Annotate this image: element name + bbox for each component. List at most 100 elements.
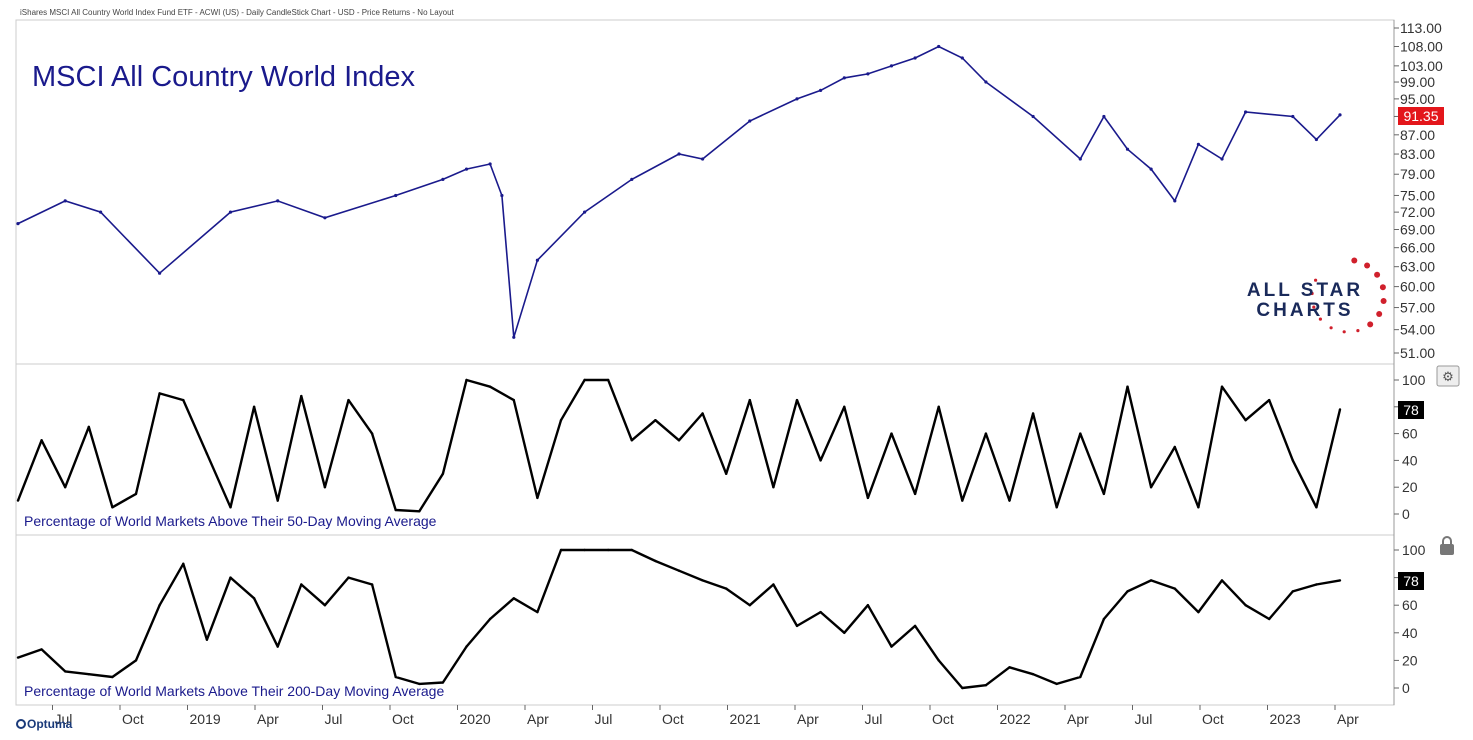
breadth50-point xyxy=(701,412,704,415)
x-tick-label: Jul xyxy=(55,711,73,727)
svg-text:CHARTS: CHARTS xyxy=(1256,300,1353,321)
logo-star xyxy=(1379,284,1386,291)
lock-icon[interactable] xyxy=(1440,536,1454,555)
price-tick-label: 108.00 xyxy=(1400,38,1443,54)
breadth200-point xyxy=(1126,590,1129,593)
breadth50-point xyxy=(1268,398,1271,402)
price-tick-label: 99.00 xyxy=(1400,74,1435,90)
chart-header: iShares MSCI All Country World Index Fun… xyxy=(20,8,454,17)
breadth200-point xyxy=(819,610,822,614)
price-value-badge: 91.35 xyxy=(1398,107,1444,125)
x-tick-label: 2019 xyxy=(190,711,221,727)
breadth200-point xyxy=(323,604,327,607)
svg-text:⚙: ⚙ xyxy=(1442,370,1454,385)
breadth200-point xyxy=(961,686,964,690)
price-point xyxy=(1149,167,1153,171)
breadth200-point xyxy=(16,656,20,659)
breadth50-y-axis: 100806040200 xyxy=(1394,372,1426,522)
price-point xyxy=(535,258,540,262)
price-point xyxy=(1078,157,1082,161)
x-tick-label: Apr xyxy=(257,711,279,727)
breadth50-point xyxy=(559,419,563,422)
breadth200-point xyxy=(1031,673,1035,676)
price-point xyxy=(1031,114,1035,119)
price-point xyxy=(1173,199,1177,203)
breadth200-point xyxy=(370,583,374,586)
breadth50-tick-label: 60 xyxy=(1402,426,1418,442)
breadth200-point xyxy=(394,675,397,679)
logo-star xyxy=(1380,298,1387,304)
x-tick-label: 2023 xyxy=(1270,711,1301,727)
breadth200-point xyxy=(465,645,468,648)
price-point xyxy=(228,210,233,214)
breadth50-tick-label: 0 xyxy=(1402,506,1410,522)
breadth50-point xyxy=(512,398,515,402)
breadth50-point xyxy=(1315,506,1318,509)
breadth200-point xyxy=(1197,610,1200,614)
breadth50-point xyxy=(866,496,870,500)
breadth200-point xyxy=(559,548,563,552)
svg-text:78: 78 xyxy=(1403,402,1419,418)
price-point xyxy=(866,72,870,76)
price-point xyxy=(99,210,103,214)
panel-settings-icon[interactable]: ⚙ xyxy=(1436,365,1460,387)
breadth200-tick-label: 0 xyxy=(1402,680,1410,696)
breadth50-point xyxy=(1126,385,1129,388)
x-tick-label: Apr xyxy=(1067,711,1089,727)
x-tick-label: Apr xyxy=(797,711,819,727)
breadth200-point xyxy=(252,597,256,600)
price-y-axis: 113.00108.00103.0099.0095.0091.0087.0083… xyxy=(1394,20,1443,361)
breadth50-point xyxy=(772,486,775,489)
breadth50-tick-label: 20 xyxy=(1402,479,1418,495)
breadth200-point xyxy=(1079,675,1082,679)
x-tick-label: Jul xyxy=(325,711,343,727)
price-tick-label: 72.00 xyxy=(1400,204,1435,220)
breadth200-point xyxy=(890,645,893,648)
price-point xyxy=(158,271,162,275)
svg-text:91.35: 91.35 xyxy=(1403,108,1438,124)
breadth200-point xyxy=(418,682,421,686)
price-point xyxy=(512,335,516,339)
breadth50-point xyxy=(630,439,633,442)
breadth50-point xyxy=(984,432,988,435)
logo-star xyxy=(1376,311,1383,317)
breadth200-point xyxy=(134,659,138,662)
breadth50-point xyxy=(795,398,799,402)
breadth50-point xyxy=(654,419,657,422)
breadth50-point xyxy=(229,506,232,509)
x-tick-label: 2022 xyxy=(1000,711,1031,727)
breadth200-point xyxy=(276,645,279,648)
breadth200-value-badge: 78 xyxy=(1398,572,1424,590)
price-series xyxy=(16,44,1342,339)
breadth200-point xyxy=(1173,587,1177,590)
price-line xyxy=(17,45,1341,338)
breadth200-point xyxy=(1291,590,1295,593)
price-point xyxy=(323,216,327,220)
breadth200-panel-title: Percentage of World Markets Above Their … xyxy=(24,683,444,699)
breadth50-point xyxy=(488,385,492,388)
breadth50-panel-title: Percentage of World Markets Above Their … xyxy=(24,513,437,529)
breadth200-point xyxy=(111,675,114,679)
breadth200-point xyxy=(1244,604,1247,607)
price-point xyxy=(1220,157,1224,161)
price-point xyxy=(464,167,469,171)
price-point xyxy=(1338,113,1342,117)
breadth50-point xyxy=(418,510,421,513)
breadth200-point xyxy=(63,670,67,673)
logo-star xyxy=(1318,317,1322,321)
breadth50-point xyxy=(819,459,822,462)
breadth200-tick-label: 40 xyxy=(1402,625,1418,641)
breadth200-point xyxy=(300,583,303,586)
price-point xyxy=(63,199,67,203)
breadth50-tick-label: 100 xyxy=(1402,372,1426,388)
price-point xyxy=(1102,114,1106,119)
breadth200-point xyxy=(748,604,751,607)
breadth50-point xyxy=(370,432,374,435)
breadth200-point xyxy=(536,610,539,614)
allstarcharts-logo: ALL STAR CHARTS xyxy=(1247,257,1387,334)
logo-star xyxy=(1310,291,1314,296)
breadth200-point xyxy=(205,638,209,641)
logo-stars xyxy=(1310,257,1387,334)
breadth50-point xyxy=(465,378,468,382)
breadth200-point xyxy=(182,562,185,565)
